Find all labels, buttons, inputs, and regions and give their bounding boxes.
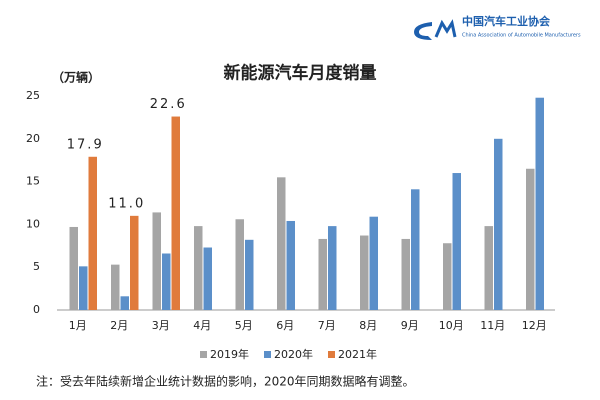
logo xyxy=(414,19,457,40)
y-tick-label: 0 xyxy=(33,303,40,316)
bar xyxy=(369,216,378,310)
legend-label: 2019年 xyxy=(210,347,249,361)
bar xyxy=(171,116,180,310)
y-tick-label: 20 xyxy=(26,132,40,145)
bar xyxy=(69,226,78,310)
bar xyxy=(443,243,452,310)
x-tick-label: 10月 xyxy=(439,319,464,332)
y-tick-label: 15 xyxy=(26,175,40,188)
x-tick-label: 6月 xyxy=(276,319,294,332)
x-tick-label: 3月 xyxy=(152,319,170,332)
bar xyxy=(494,138,503,310)
bar xyxy=(452,173,461,310)
bar xyxy=(401,238,410,310)
x-tick-label: 11月 xyxy=(480,319,505,332)
bar xyxy=(411,189,420,310)
bar xyxy=(203,247,212,310)
bar xyxy=(235,219,244,310)
bar xyxy=(318,238,327,310)
logo-title: 中国汽车工业协会 xyxy=(462,14,551,28)
note: 注：受去年陆续新增企业统计数据的影响，2020年同期数据略有调整。 xyxy=(36,374,415,389)
y-tick-label: 25 xyxy=(26,89,40,102)
legend-label: 2020年 xyxy=(274,347,313,361)
data-label: 17.9 xyxy=(67,137,104,152)
bar xyxy=(245,239,254,310)
chart-title: 新能源汽车月度销量 xyxy=(224,63,377,84)
x-tick-label: 8月 xyxy=(359,319,377,332)
logo-mark xyxy=(434,19,457,38)
x-tick-label: 12月 xyxy=(522,319,547,332)
bar xyxy=(120,296,129,310)
data-label: 22.6 xyxy=(150,97,187,112)
bar xyxy=(277,177,286,310)
legend-swatch xyxy=(264,351,271,358)
bar xyxy=(130,215,139,310)
y-tick-label: 5 xyxy=(33,260,40,273)
bar xyxy=(79,266,88,310)
bar xyxy=(526,168,535,310)
bar xyxy=(360,235,369,310)
bar xyxy=(162,253,171,310)
y-tick-label: 10 xyxy=(26,217,40,230)
logo-subtitle: China Association of Automobile Manufact… xyxy=(462,33,581,39)
x-tick-label: 9月 xyxy=(401,319,419,332)
bar xyxy=(111,264,120,310)
bar xyxy=(88,156,97,310)
bar xyxy=(152,212,161,310)
legend-swatch xyxy=(200,351,207,358)
bar xyxy=(286,220,295,310)
x-tick-label: 1月 xyxy=(69,319,87,332)
logo-mark xyxy=(414,22,432,40)
bar xyxy=(328,226,337,310)
bar xyxy=(535,97,544,310)
legend-swatch xyxy=(328,351,335,358)
bar xyxy=(484,226,493,310)
bar xyxy=(194,226,203,310)
legend-label: 2021年 xyxy=(338,347,377,361)
x-tick-label: 4月 xyxy=(193,319,211,332)
x-tick-label: 5月 xyxy=(235,319,253,332)
x-tick-label: 7月 xyxy=(318,319,336,332)
data-label: 11.0 xyxy=(108,196,145,211)
x-tick-label: 2月 xyxy=(110,319,128,332)
y-axis-label: （万辆） xyxy=(52,70,100,85)
